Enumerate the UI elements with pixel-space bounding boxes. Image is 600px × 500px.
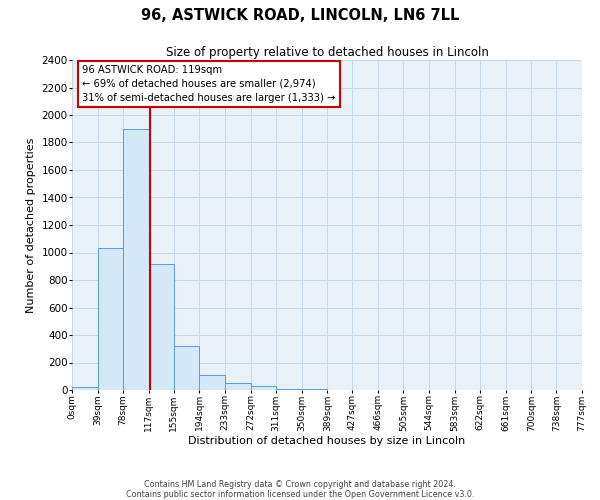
Bar — [149, 264, 174, 390]
Bar — [72, 387, 98, 390]
Bar — [225, 383, 251, 390]
Text: Contains HM Land Registry data © Crown copyright and database right 2024.
Contai: Contains HM Land Registry data © Crown c… — [126, 480, 474, 499]
Text: 96, ASTWICK ROAD, LINCOLN, LN6 7LL: 96, ASTWICK ROAD, LINCOLN, LN6 7LL — [141, 8, 459, 22]
Title: Size of property relative to detached houses in Lincoln: Size of property relative to detached ho… — [166, 46, 488, 59]
Bar — [174, 346, 199, 390]
Text: 96 ASTWICK ROAD: 119sqm
← 69% of detached houses are smaller (2,974)
31% of semi: 96 ASTWICK ROAD: 119sqm ← 69% of detache… — [82, 65, 335, 103]
Bar — [98, 248, 123, 390]
Bar — [251, 386, 276, 390]
Bar — [199, 375, 225, 390]
Y-axis label: Number of detached properties: Number of detached properties — [26, 138, 36, 312]
Bar — [123, 128, 149, 390]
Bar — [276, 388, 302, 390]
X-axis label: Distribution of detached houses by size in Lincoln: Distribution of detached houses by size … — [188, 436, 466, 446]
